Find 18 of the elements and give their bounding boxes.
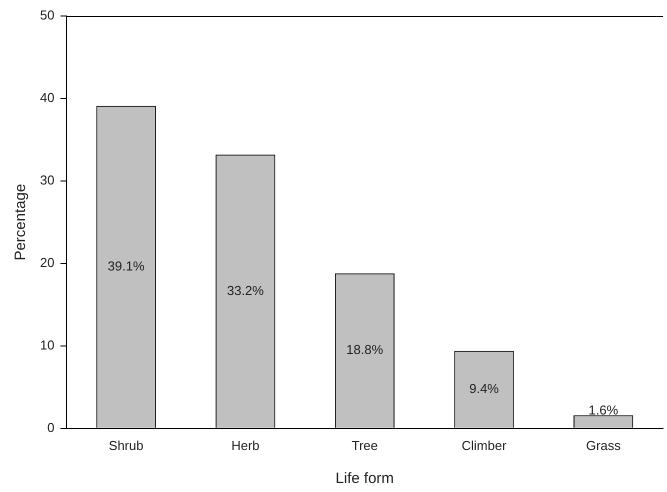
y-tick-label: 30 — [40, 172, 54, 188]
y-tick-label: 40 — [40, 90, 54, 106]
data-label: 9.4% — [469, 380, 500, 396]
data-label: 18.8% — [346, 342, 384, 358]
x-tick-label: Herb — [231, 438, 260, 453]
data-label: 33.2% — [226, 282, 264, 298]
data-label: 1.6% — [588, 402, 619, 418]
x-axis-title: Life form — [336, 470, 394, 488]
y-tick-label: 10 — [40, 338, 54, 352]
y-axis-title: Percentage — [12, 184, 30, 261]
y-tick-label: 50 — [40, 8, 54, 23]
x-tick-label: Shrub — [108, 438, 144, 453]
x-tick-label: Grass — [586, 438, 622, 453]
data-label: 39.1% — [108, 258, 145, 274]
x-tick-label: Tree — [352, 438, 378, 453]
x-tick-label: Climber — [462, 438, 508, 453]
y-tick-label: 20 — [40, 255, 54, 270]
y-tick-label: 0 — [47, 420, 54, 435]
